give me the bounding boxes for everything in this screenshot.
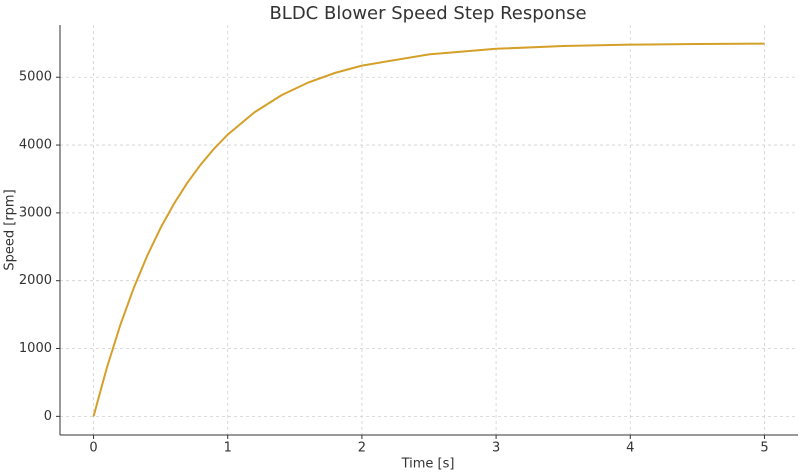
x-tick-label: 1	[224, 441, 232, 456]
y-tick-label: 3000	[19, 205, 52, 220]
x-tick-label: 4	[626, 441, 634, 456]
line	[92, 42, 765, 417]
x-tick-label: 5	[760, 441, 768, 456]
y-tick-label: 2000	[19, 273, 52, 288]
x-tick-label: 3	[492, 441, 500, 456]
chart-title: BLDC Blower Speed Step Response	[269, 3, 586, 24]
y-tick-label: 5000	[19, 70, 52, 85]
y-axis-label: Speed [rpm]	[3, 189, 18, 270]
y-tick-label: 0	[44, 409, 52, 424]
y-tick-label: 1000	[19, 341, 52, 356]
x-tick-label: 0	[89, 441, 97, 456]
x-tick-label: 2	[358, 441, 366, 456]
y-tick-label: 4000	[19, 138, 52, 153]
x-axis-label: Time [s]	[401, 457, 455, 472]
